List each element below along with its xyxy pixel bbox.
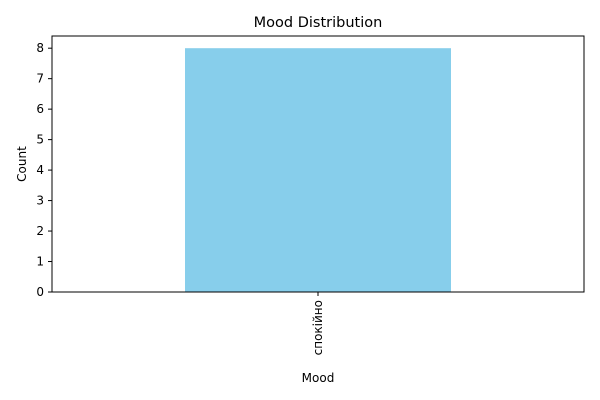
y-tick-label: 6: [36, 102, 44, 116]
bars-layer: [185, 48, 451, 292]
y-tick-label: 1: [36, 255, 44, 269]
y-tick-label: 5: [36, 133, 44, 147]
x-axis: спокійно: [311, 292, 325, 355]
y-tick-label: 2: [36, 224, 44, 238]
y-tick-label: 0: [36, 285, 44, 299]
bar-0: [185, 48, 451, 292]
x-axis-label: Mood: [302, 371, 335, 385]
plot-frame: [51, 35, 585, 293]
y-tick-label: 7: [36, 72, 44, 86]
y-tick-label: 4: [36, 163, 44, 177]
chart-title: Mood Distribution: [254, 15, 383, 31]
y-axis: 0 1 2 3 4 5 6 7 8: [36, 41, 52, 299]
y-tick-label: 3: [36, 194, 44, 208]
x-tick-label: спокійно: [311, 300, 325, 355]
y-tick-label: 8: [36, 41, 44, 55]
y-axis-label: Count: [15, 146, 29, 182]
